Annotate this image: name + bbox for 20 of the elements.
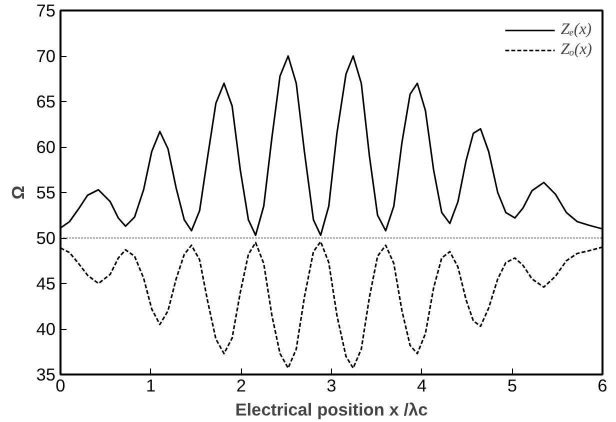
x-tick-label: 0 [56,376,66,396]
y-tick-label: 75 [36,0,56,20]
y-tick-label: 45 [36,274,56,294]
y-tick-label: 50 [36,228,56,248]
legend-label: Zₑ(x) [560,21,592,39]
y-axis-title: Ω [8,185,28,200]
y-tick-label: 65 [36,92,56,112]
y-tick-label: 40 [36,319,56,339]
y-tick-label: 60 [36,137,56,157]
x-tick-label: 3 [326,376,336,396]
x-tick-label: 4 [417,376,428,396]
x-tick-label: 1 [146,376,156,396]
x-tick-label: 6 [598,376,608,396]
x-axis-title: Electrical position x /λc [235,400,428,420]
y-tick-label: 55 [36,182,56,202]
y-tick-label: 70 [36,46,56,66]
legend-label: Zₒ(x) [560,41,592,59]
x-tick-label: 5 [507,376,517,396]
x-tick-label: 2 [236,376,246,396]
y-tick-label: 35 [36,364,56,384]
